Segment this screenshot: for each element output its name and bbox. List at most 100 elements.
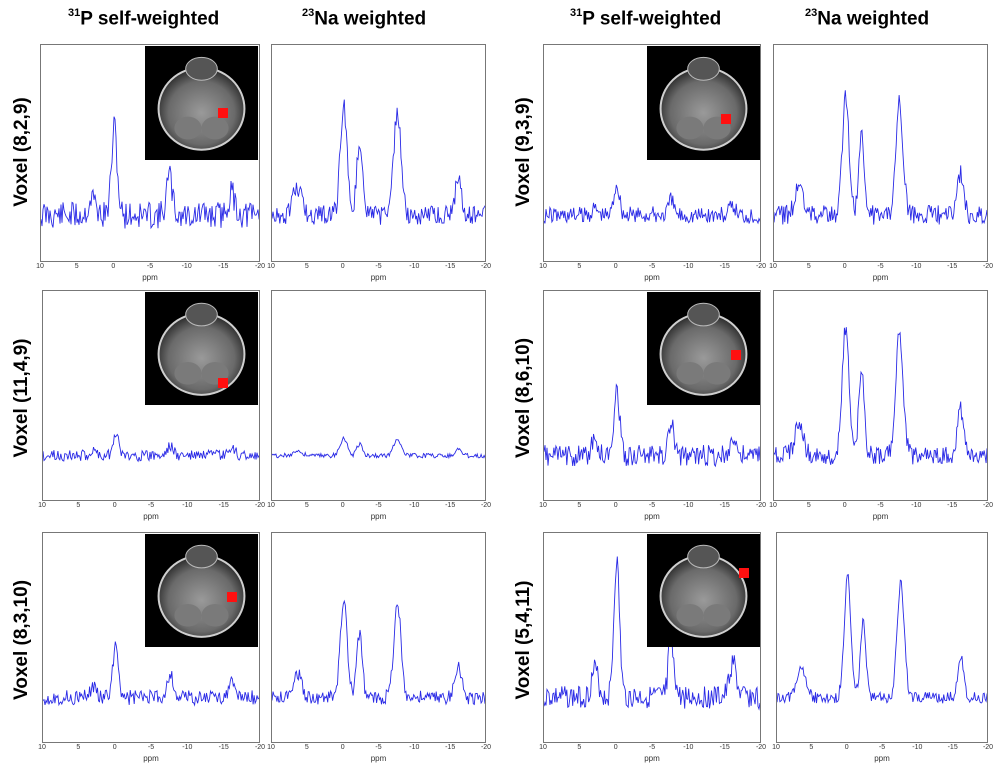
na23-panel-3-ppm-label: ppm <box>872 273 889 282</box>
p31-panel-4-tick-0: 10 <box>539 502 547 509</box>
p31-panel-3-tick-1: 5 <box>577 263 582 270</box>
brain-slice-icon <box>659 544 748 638</box>
p31-panel-2-ppm-label: ppm <box>143 754 159 763</box>
p31-panel-5-tick-3: -5 <box>648 744 656 751</box>
header-na23-left: 23Na weighted <box>302 7 427 30</box>
na23-panel-5-ppm-label: ppm <box>874 754 890 763</box>
mri-inset-image-1 <box>145 292 258 405</box>
na23-panel-1-tick-6: -20 <box>480 502 492 509</box>
p31-panel-1-tick-2: 0 <box>112 502 117 509</box>
p31-panel-0-tick-1: 5 <box>74 263 79 270</box>
na23-panel-3-trace-svg <box>774 90 987 225</box>
mri-inset-image-3 <box>647 46 760 160</box>
na23-panel-5-tick-4: -10 <box>912 744 923 751</box>
mri-inset-image-2 <box>145 534 258 647</box>
voxel-label-5: Voxel (5,4,11) <box>513 580 534 700</box>
brain-slice-icon <box>659 302 748 396</box>
na23-panel-0 <box>271 44 486 262</box>
na23-panel-1-ppm-label: ppm <box>370 512 387 521</box>
p31-panel-4-tick-6: -20 <box>755 502 767 509</box>
p31-panel-1-trace-svg <box>43 433 259 463</box>
na23-panel-5 <box>776 532 988 743</box>
na23-panel-1-tick-3: -5 <box>375 502 382 509</box>
na23-panel-0-tick-3: -5 <box>375 263 382 270</box>
brain-slice-icon <box>157 56 246 151</box>
p31-panel-1-tick-5: -15 <box>218 502 229 509</box>
na23-panel-2-tick-4: -10 <box>409 744 420 751</box>
p31-panel-0-tick-2: 0 <box>111 263 116 270</box>
na23-panel-5-tick-6: -20 <box>982 744 994 751</box>
p31-panel-2-tick-1: 5 <box>76 744 81 751</box>
mri-inset-image-5 <box>647 534 760 647</box>
mri-inset-image-4 <box>647 292 760 405</box>
na23-panel-3-tick-0: 10 <box>769 263 777 270</box>
p31-panel-3-ppm-label: ppm <box>644 273 660 282</box>
p31-panel-1-tick-0: 10 <box>38 502 46 509</box>
na23-panel-2-tick-2: 0 <box>340 744 345 751</box>
na23-panel-5-tick-5: -15 <box>947 744 958 751</box>
p31-panel-5-ppm-label: ppm <box>644 754 660 763</box>
na23-panel-2-tick-0: 10 <box>267 744 275 751</box>
na23-panel-4-tick-2: 0 <box>842 502 847 509</box>
na23-panel-3-tick-6: -20 <box>982 263 994 270</box>
na23-panel-5-spectrum-line <box>777 574 987 704</box>
p31-panel-0-tick-0: 10 <box>36 263 44 270</box>
p31-panel-5-tick-2: 0 <box>613 744 618 751</box>
header-p31-right: 31P self-weighted <box>570 7 722 30</box>
p31-panel-0-ppm-label: ppm <box>142 273 158 282</box>
na23-panel-0-ppm-label: ppm <box>370 273 387 282</box>
p31-panel-2-spectrum-line <box>43 641 259 707</box>
p31-panel-0-spectrum-line <box>41 116 259 230</box>
p31-panel-5-tick-6: -20 <box>755 744 767 751</box>
p31-panel-4-trace-svg <box>544 383 760 468</box>
p31-panel-5-spectrum-line <box>544 556 760 711</box>
p31-panel-2-tick-2: 0 <box>112 744 117 751</box>
voxel-marker-4 <box>731 350 741 360</box>
na23-panel-3-tick-3: -5 <box>877 263 884 270</box>
p31-panel-2-tick-0: 10 <box>38 744 46 751</box>
p31-panel-4-tick-4: -10 <box>683 502 694 509</box>
na23-panel-2-trace-svg <box>272 599 485 706</box>
na23-panel-0-tick-5: -15 <box>445 263 456 270</box>
p31-panel-5-tick-4: -10 <box>683 744 694 751</box>
voxel-marker-2 <box>227 592 237 602</box>
na23-panel-1-tick-5: -15 <box>445 502 456 509</box>
na23-panel-4-tick-6: -20 <box>982 502 994 509</box>
na23-panel-3-tick-5: -15 <box>947 263 958 270</box>
na23-panel-5-tick-2: 0 <box>844 744 849 751</box>
p31-panel-1-ppm-label: ppm <box>143 512 159 521</box>
p31-panel-3-spectrum-line <box>544 184 760 225</box>
na23-panel-4 <box>773 290 988 501</box>
p31-panel-2-tick-6: -20 <box>254 744 266 751</box>
na23-panel-4-tick-4: -10 <box>911 502 922 509</box>
p31-panel-0-tick-3: -5 <box>146 263 154 270</box>
mri-inset-image-0 <box>145 46 258 160</box>
voxel-marker-0 <box>218 108 228 118</box>
na23-panel-3-spectrum-line <box>774 90 987 225</box>
p31-panel-3-tick-4: -10 <box>683 263 694 270</box>
p31-panel-4-tick-1: 5 <box>577 502 582 509</box>
na23-panel-3 <box>773 44 988 262</box>
p31-panel-1-tick-3: -5 <box>147 502 155 509</box>
na23-panel-4-tick-0: 10 <box>769 502 777 509</box>
na23-panel-1-tick-0: 10 <box>267 502 275 509</box>
na23-panel-2-ppm-label: ppm <box>370 754 387 763</box>
p31-panel-3-tick-2: 0 <box>613 263 618 270</box>
na23-panel-0-tick-1: 5 <box>304 263 309 270</box>
na23-panel-1-tick-4: -10 <box>409 502 420 509</box>
na23-panel-4-spectrum-line <box>774 327 987 465</box>
p31-panel-1-tick-1: 5 <box>76 502 81 509</box>
na23-panel-5-tick-0: 10 <box>772 744 780 751</box>
na23-panel-5-tick-3: -5 <box>878 744 886 751</box>
header-na23-right: 23Na weighted <box>805 7 930 30</box>
p31-panel-0-tick-4: -10 <box>181 263 192 270</box>
p31-panel-4-spectrum-line <box>544 383 760 468</box>
na23-panel-2 <box>271 532 486 743</box>
voxel-marker-5 <box>739 568 749 578</box>
voxel-marker-3 <box>721 114 731 124</box>
p31-panel-2-tick-5: -15 <box>218 744 229 751</box>
p31-panel-5-tick-5: -15 <box>719 744 730 751</box>
p31-panel-5-tick-1: 5 <box>577 744 582 751</box>
na23-panel-1-trace-svg <box>272 435 485 460</box>
na23-panel-1-tick-2: 0 <box>340 502 345 509</box>
